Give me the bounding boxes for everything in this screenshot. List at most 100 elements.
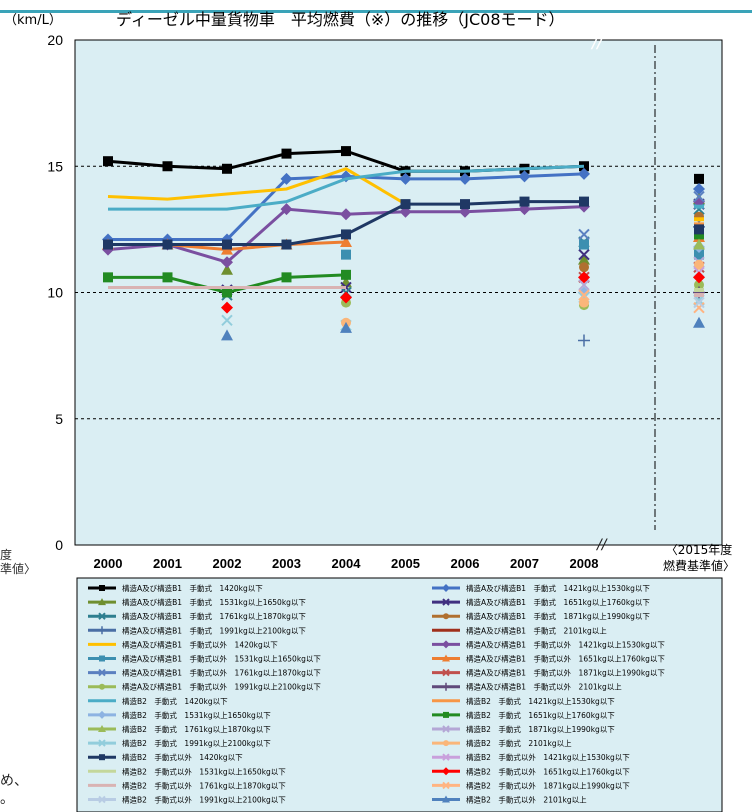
- data-point: [162, 272, 173, 283]
- y-unit-label: （km/L）: [4, 13, 62, 28]
- data-point: [221, 256, 233, 269]
- data-point: [222, 287, 232, 298]
- data-point: [341, 269, 351, 280]
- legend-swatch-marker: [442, 598, 450, 606]
- standard-value-point: [693, 271, 705, 284]
- data-point: [578, 271, 590, 284]
- data-point: [578, 228, 590, 241]
- legend-swatch-marker: [99, 683, 105, 690]
- standard-value-point: [694, 293, 704, 298]
- x-tick-label: 2001: [153, 556, 182, 571]
- y-tick-label: 10: [47, 285, 63, 301]
- data-point: [340, 236, 352, 247]
- legend-label: 構造A及び構造B1 手動式 2101kg以上: [466, 625, 607, 635]
- standard-value-point: [693, 316, 705, 328]
- data-point: [519, 196, 530, 207]
- data-point: [578, 289, 590, 301]
- legend-label: 構造A及び構造B1 手動式以外 1531kg以上1650kg以下: [122, 654, 321, 664]
- legend-swatch-marker: [98, 710, 106, 719]
- legend-label: 構造A及び構造B1 手動式 1420kg以下: [122, 583, 263, 593]
- standard-value-point: [694, 279, 704, 290]
- legend-label: 構造B2 手動式 2101kg以上: [466, 738, 572, 748]
- data-point: [459, 172, 471, 185]
- legend-label: 構造B2 手動式以外 1761kg以上1870kg以下: [122, 780, 286, 790]
- legend-swatch-marker: [442, 795, 450, 803]
- legend-swatch-marker: [442, 584, 450, 592]
- chart-title: ディーゼル中量貨物車 平均燃費（※）の推移（JC08モード）: [116, 10, 565, 29]
- data-point: [162, 161, 173, 172]
- legend-box: [76, 577, 723, 812]
- legend-swatch-marker: [442, 753, 450, 761]
- data-point: [281, 239, 292, 250]
- data-point: [340, 291, 352, 304]
- x-tick-label: 2006: [451, 556, 480, 571]
- legend-label: 構造A及び構造B1 手動式 1531kg以上1650kg以下: [122, 597, 306, 607]
- legend-label: 構造A及び構造B1 手動式 1421kg以上1530kg以下: [466, 583, 650, 593]
- legend-label: 構造B2 手動式 1871kg以上1990kg以下: [466, 724, 615, 734]
- legend-label: 構造B2 手動式以外 1421kg以上1530kg以下: [466, 752, 630, 762]
- data-point: [162, 239, 173, 250]
- data-point: [578, 248, 590, 261]
- legend-swatch-marker: [443, 740, 449, 747]
- data-point: [280, 172, 293, 185]
- left-cut-label-line1: 度: [0, 548, 13, 562]
- legend-label: 構造B2 手動式 1421kg以上1530kg以下: [466, 696, 615, 706]
- data-point: [518, 170, 531, 183]
- legend-swatch-marker: [98, 739, 106, 747]
- legend-swatch-marker: [98, 795, 106, 804]
- y-tick-label: 20: [47, 32, 63, 48]
- data-point: [221, 314, 233, 326]
- legend-label: 構造A及び構造B1 手動式 1651kg以上1760kg以下: [466, 597, 650, 607]
- data-point: [221, 329, 233, 341]
- standard-value-point: [694, 229, 704, 240]
- x-tick-label: 2004: [332, 556, 362, 571]
- left-cut-label-line2: 準値〉: [0, 562, 37, 576]
- standard-value-point: [694, 173, 704, 184]
- data-point: [340, 321, 352, 333]
- x-tick-label: 2005: [391, 556, 420, 571]
- standard-value-point: [694, 217, 704, 222]
- x-tick-label: 2003: [272, 556, 301, 571]
- data-point: [221, 301, 233, 314]
- data-point: [579, 196, 589, 207]
- data-point: [578, 279, 590, 291]
- data-point: [281, 148, 292, 159]
- legend-label: 構造A及び構造B1 手動式以外 1421kg以上1530kg以下: [466, 639, 665, 649]
- standard-value-point: [693, 190, 705, 203]
- legend-swatch-marker: [98, 598, 106, 606]
- data-point: [579, 239, 589, 250]
- legend-label: 構造B2 手動式以外 1991kg以上2100kg以下: [122, 795, 286, 805]
- legend-label: 構造B2 手動式 1991kg以上2100kg以下: [122, 738, 271, 748]
- data-point: [400, 199, 411, 210]
- x-tick-label: 2008: [570, 556, 599, 571]
- bottom-left-cut-text-2: 。: [0, 791, 14, 807]
- legend-swatch-marker: [98, 725, 106, 732]
- legend-label: 構造B2 手動式以外 1871kg以上1990kg以下: [466, 780, 630, 790]
- data-point: [222, 239, 232, 250]
- x-tick-label: 2007: [510, 556, 539, 571]
- bottom-left-cut-text: め、 。: [0, 770, 28, 808]
- legend-label: 構造A及び構造B1 手動式以外 2101kg以上: [466, 682, 622, 692]
- data-point: [221, 263, 233, 275]
- axis-break-bottom: //: [595, 537, 608, 553]
- y-tick-label: 15: [47, 158, 63, 174]
- legend-label: 構造B2 手動式以外 1531kg以上1650kg以下: [122, 766, 286, 776]
- legend-swatch-marker: [442, 682, 450, 691]
- standard-value-point: [694, 249, 704, 260]
- legend-swatch-marker: [443, 613, 449, 620]
- standard-value-point: [694, 224, 704, 235]
- legend-label: 構造A及び構造B1 手動式以外 1420kg以下: [122, 639, 278, 649]
- legend-label: 構造B2 手動式以外 1420kg以下: [122, 752, 243, 762]
- standard-value-point: [694, 259, 704, 270]
- data-point: [579, 262, 589, 273]
- legend-label: 構造A及び構造B1 手動式以外 1761kg以上1870kg以下: [122, 668, 321, 678]
- legend-swatch-marker: [98, 626, 106, 635]
- data-point: [341, 229, 351, 240]
- legend-swatch-marker: [99, 754, 105, 761]
- legend-swatch-marker: [99, 585, 105, 591]
- legend-label: 構造B2 手動式 1761kg以上1870kg以下: [122, 724, 271, 734]
- standard-value-point: [693, 238, 705, 250]
- legend-label: 構造A及び構造B1 手動式以外 1991kg以上2100kg以下: [122, 682, 321, 692]
